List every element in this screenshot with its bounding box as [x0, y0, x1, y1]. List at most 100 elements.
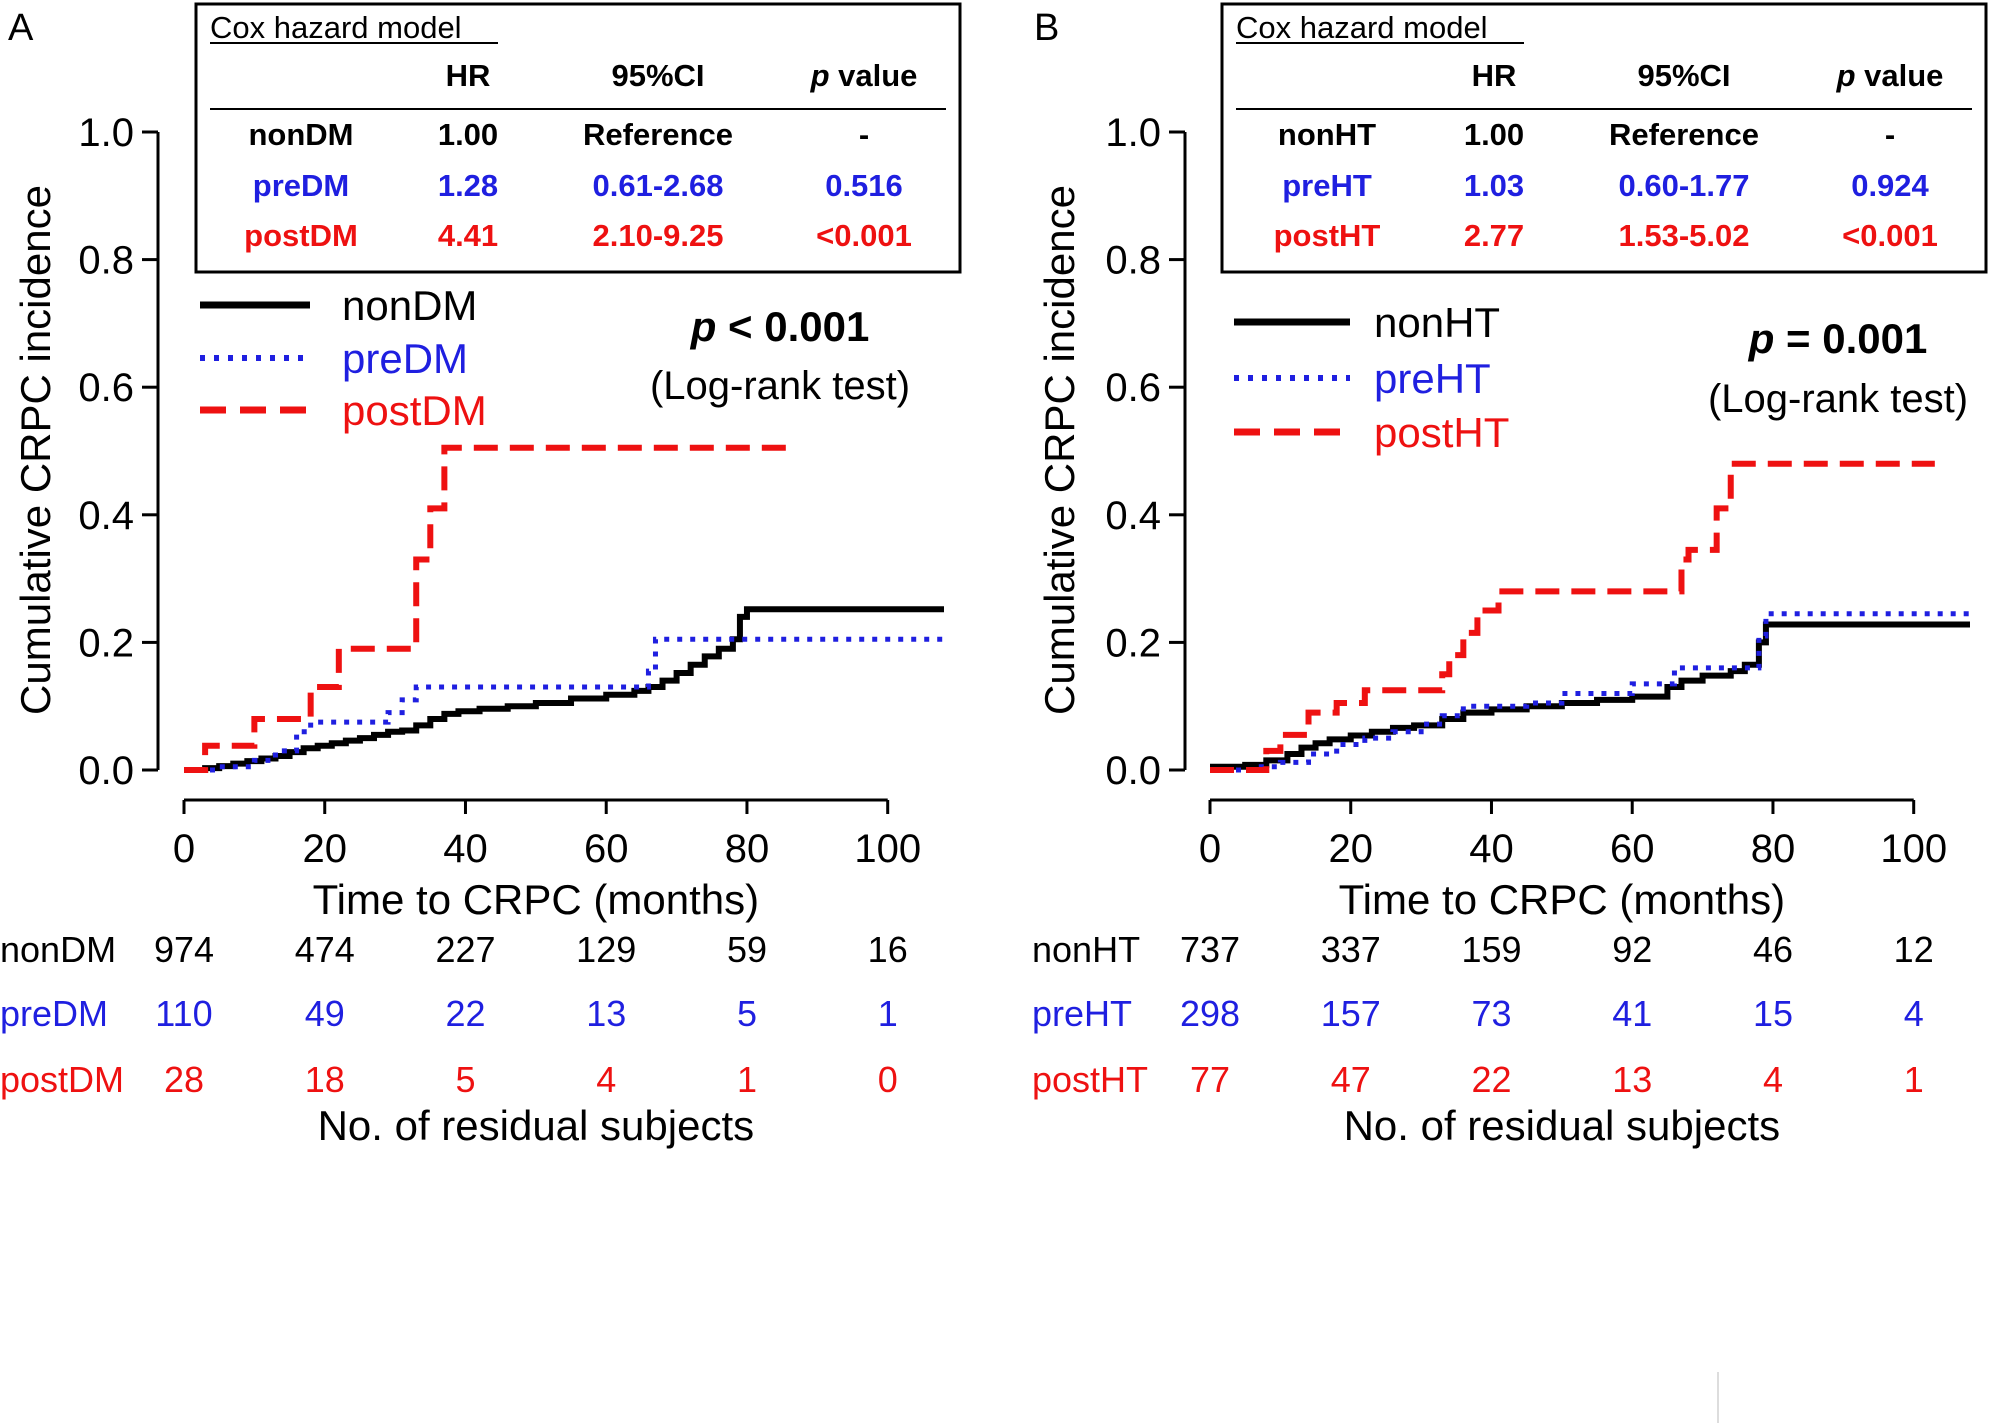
risk-count: 974 — [154, 929, 214, 970]
risk-row-label-postHT: postHT — [1032, 1059, 1148, 1100]
cox-row-hr: 1.28 — [438, 168, 498, 203]
risk-count: 15 — [1753, 993, 1793, 1034]
risk-row-label-preDM: preDM — [0, 993, 108, 1034]
x-tick-label: 40 — [1469, 827, 1514, 871]
p-value-annotation: p = 0.001 — [1748, 315, 1928, 362]
risk-count: 0 — [878, 1059, 898, 1100]
y-tick-label: 1.0 — [78, 111, 134, 155]
cox-header-p-italic: p — [810, 58, 830, 93]
cox-title: Cox hazard model — [1236, 10, 1488, 45]
cox-header-p-rest: value — [830, 58, 918, 93]
x-tick-label: 60 — [584, 827, 629, 871]
cox-row-group: postHT — [1274, 218, 1381, 253]
y-tick-label: 0.4 — [1105, 494, 1161, 538]
risk-row-label-postDM: postDM — [0, 1059, 124, 1100]
cox-row-hr: 1.03 — [1464, 168, 1524, 203]
cox-row-ci: Reference — [1609, 117, 1759, 152]
risk-count: 129 — [576, 929, 636, 970]
risk-count: 157 — [1321, 993, 1381, 1034]
cox-row-p: 0.924 — [1851, 168, 1929, 203]
risk-table: nonDM 974 474 227 129 59 16 preDM 110 49 22 13 5 1 pos… — [0, 929, 908, 1149]
legend-label-nonDM: nonDM — [342, 282, 477, 329]
x-tick-label: 100 — [854, 827, 921, 871]
cox-title: Cox hazard model — [210, 10, 462, 45]
risk-count: 4 — [1904, 993, 1924, 1034]
risk-count: 73 — [1471, 993, 1511, 1034]
risk-count: 59 — [727, 929, 767, 970]
x-tick-label: 0 — [173, 827, 195, 871]
cox-row-group: postDM — [244, 218, 358, 253]
series-line-postDM — [184, 444, 797, 773]
cox-row-group: preDM — [253, 168, 349, 203]
y-axis-label: Cumulative CRPC incidence — [1036, 185, 1083, 715]
cox-hazard-table: Cox hazard model HR 95%CI p value nonDM 1.00 R… — [194, 2, 962, 274]
risk-count: 12 — [1894, 929, 1934, 970]
risk-count: 41 — [1612, 993, 1652, 1034]
x-tick-label: 100 — [1880, 827, 1947, 871]
x-tick-label: 80 — [1751, 827, 1796, 871]
panel-letter: A — [8, 7, 34, 49]
risk-count: 1 — [1904, 1059, 1924, 1100]
cox-row-ci: Reference — [583, 117, 733, 152]
risk-count: 4 — [596, 1059, 616, 1100]
series-line-preHT — [1210, 611, 1970, 773]
cox-row-ci: 2.10-9.25 — [593, 218, 724, 253]
log-rank-label: (Log-rank test) — [650, 364, 910, 408]
p-value-italic: p — [690, 303, 717, 350]
x-axis-label: Time to CRPC (months) — [1339, 876, 1786, 923]
y-tick-label: 0.4 — [78, 494, 134, 538]
series-line-postHT — [1210, 460, 1935, 773]
risk-row-label-nonDM: nonDM — [0, 929, 116, 970]
y-tick-label: 0.0 — [1105, 749, 1161, 793]
cox-row-ci: 0.61-2.68 — [593, 168, 724, 203]
risk-count: 92 — [1612, 929, 1652, 970]
risk-count: 13 — [1612, 1059, 1652, 1100]
legend-label-postHT: postHT — [1374, 409, 1509, 456]
legend-label-preHT: preHT — [1374, 355, 1491, 402]
risk-count: 47 — [1331, 1059, 1371, 1100]
cox-header-hr: HR — [1472, 58, 1517, 93]
cox-row-group: preHT — [1282, 168, 1372, 203]
risk-count: 1 — [737, 1059, 757, 1100]
risk-count: 77 — [1190, 1059, 1230, 1100]
y-tick-label: 1.0 — [1105, 111, 1161, 155]
x-tick-label: 20 — [302, 827, 347, 871]
risk-table-title: No. of residual subjects — [318, 1102, 755, 1149]
series-line-nonHT — [1210, 621, 1970, 770]
risk-count: 16 — [868, 929, 908, 970]
legend-label-nonHT: nonHT — [1374, 299, 1500, 346]
cox-header-p: p value — [1836, 58, 1944, 93]
risk-count: 110 — [155, 993, 212, 1034]
risk-count: 337 — [1321, 929, 1381, 970]
cox-header-ci: 95%CI — [1637, 58, 1730, 93]
cox-row-hr: 1.00 — [438, 117, 498, 152]
risk-count: 474 — [295, 929, 355, 970]
x-tick-label: 20 — [1328, 827, 1373, 871]
cox-header-p-italic: p — [1836, 58, 1856, 93]
panel-letter: B — [1034, 7, 1059, 49]
risk-count: 737 — [1180, 929, 1240, 970]
risk-count: 18 — [305, 1059, 345, 1100]
cox-box-border — [194, 2, 962, 274]
cox-row-p: - — [859, 117, 869, 152]
risk-row-label-nonHT: nonHT — [1032, 929, 1140, 970]
risk-count: 28 — [164, 1059, 204, 1100]
y-tick-label: 0.8 — [1105, 239, 1161, 283]
log-rank-label: (Log-rank test) — [1708, 377, 1968, 421]
legend-label-preDM: preDM — [342, 335, 468, 382]
risk-count: 298 — [1180, 993, 1240, 1034]
risk-row-label-preHT: preHT — [1032, 993, 1132, 1034]
x-tick-label: 40 — [443, 827, 488, 871]
cox-row-p: - — [1885, 117, 1895, 152]
p-value-rest: = 0.001 — [1774, 315, 1927, 362]
risk-count: 49 — [305, 993, 345, 1034]
risk-count: 227 — [435, 929, 495, 970]
risk-count: 22 — [445, 993, 485, 1034]
y-tick-label: 0.2 — [78, 621, 134, 665]
cox-row-ci: 0.60-1.77 — [1619, 168, 1750, 203]
risk-count: 46 — [1753, 929, 1793, 970]
cox-header-hr: HR — [446, 58, 491, 93]
